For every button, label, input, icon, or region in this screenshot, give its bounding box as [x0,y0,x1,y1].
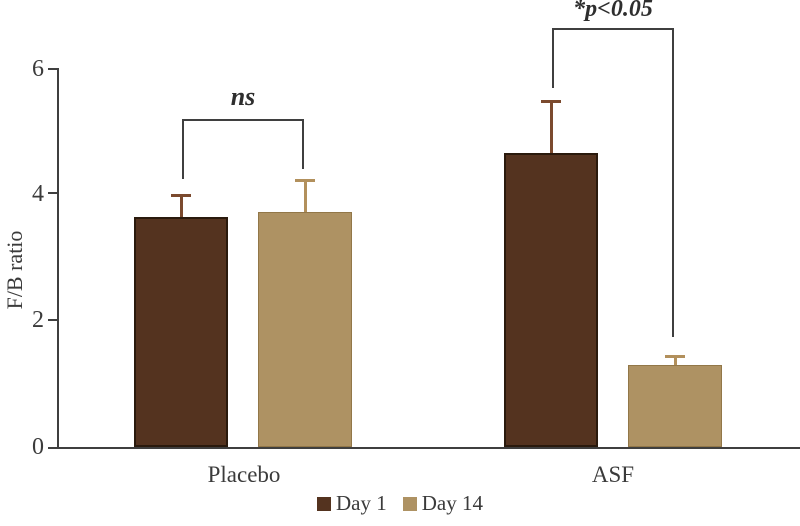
y-axis-title: F/B ratio [2,230,27,310]
y-tick-mark-4 [48,192,58,194]
error-bar-asf-day1 [541,100,561,153]
bracket-left-leg [182,121,184,179]
error-bar-stem [179,193,183,217]
y-tick-mark-2 [48,319,58,321]
y-tick-label-0: 0 [32,434,44,460]
bar-placebo-day1 [134,216,228,448]
legend: Day 1 Day 14 [0,491,800,516]
bracket-right-leg [672,30,674,337]
y-axis-line [57,68,59,449]
error-bar-placebo-day14 [295,179,315,212]
significance-bracket-placebo [182,119,304,179]
significance-bracket-asf [552,28,674,337]
x-axis-line [48,447,800,449]
legend-swatch-day1 [317,496,331,511]
x-category-label-asf: ASF [591,462,635,487]
significance-label-ns: ns [230,82,256,111]
legend-item-day14: Day 14 [402,491,483,516]
legend-item-day1: Day 1 [317,491,387,516]
bracket-left-leg [552,30,554,88]
y-tick-mark-6 [48,68,58,70]
error-bar-asf-day14 [665,354,685,365]
bar-asf-day14 [628,364,722,448]
bar-placebo-day14 [258,211,352,448]
y-tick-label-4: 4 [32,181,44,207]
legend-swatch-day14 [402,496,417,511]
bar-asf-day1 [504,152,598,448]
error-bar-placebo-day1 [171,193,191,217]
error-bar-stem [549,100,553,153]
legend-label-day1: Day 1 [336,491,387,515]
legend-label-day14: Day 14 [421,491,483,515]
significance-label-pvalue: *p<0.05 [573,0,653,22]
y-tick-label-2: 2 [32,307,44,333]
error-bar-stem [303,179,307,212]
y-tick-label-6: 6 [32,56,44,82]
bracket-right-leg [302,121,304,169]
error-bar-stem [673,354,677,365]
x-category-label-placebo: Placebo [207,462,281,487]
